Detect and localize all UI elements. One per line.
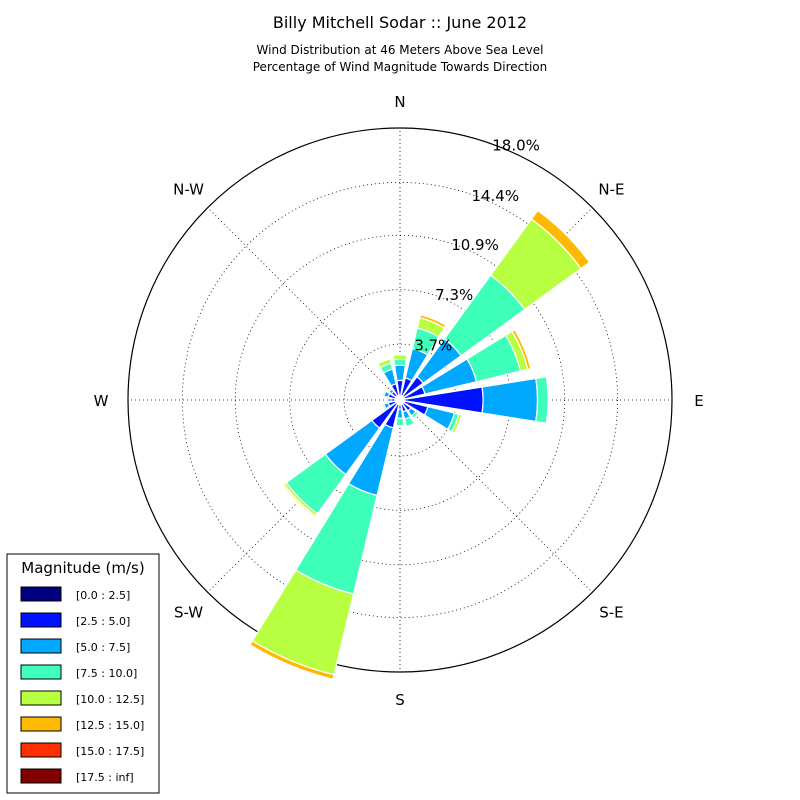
legend-title: Magnitude (m/s) bbox=[21, 559, 144, 577]
direction-label: S-E bbox=[599, 603, 623, 621]
chart-title: Billy Mitchell Sodar :: June 2012 bbox=[273, 13, 527, 32]
wind-sector-bar bbox=[511, 328, 532, 371]
legend-swatch bbox=[20, 716, 62, 732]
grid-spoke bbox=[399, 399, 593, 593]
legend-swatch bbox=[20, 586, 62, 602]
ring-tick-label: 14.4% bbox=[471, 187, 519, 205]
legend-swatch bbox=[20, 664, 62, 680]
direction-label: N bbox=[394, 93, 405, 111]
legend-items: [0.0 : 2.5] [2.5 : 5.0] [5.0 : 7.5] [7.5 : … bbox=[20, 586, 144, 784]
legend-label: [15.0 : 17.5] bbox=[76, 745, 144, 758]
wind-sector-bar bbox=[386, 386, 393, 393]
chart-subtitle-line-2: Percentage of Wind Magnitude Towards Dir… bbox=[253, 60, 547, 74]
legend-label: [12.5 : 15.0] bbox=[76, 719, 144, 732]
wind-sector-bar bbox=[410, 410, 420, 420]
direction-label: N-W bbox=[173, 181, 204, 199]
ring-tick-label: 10.9% bbox=[451, 236, 499, 254]
chart-subtitle-line-1: Wind Distribution at 46 Meters Above Sea… bbox=[257, 43, 544, 57]
legend-swatch bbox=[20, 638, 62, 654]
wind-sector-bar bbox=[403, 415, 416, 428]
wind-sectors bbox=[249, 209, 591, 680]
wind-sector-bar bbox=[249, 640, 335, 680]
axis-labels: N N-E E S-E S S-W W N-W 3.7% 7.3% 10.9% 14.4% 18.0% bbox=[94, 93, 704, 709]
wind-sector-bar bbox=[395, 417, 405, 427]
direction-label: S-W bbox=[174, 603, 203, 621]
legend-swatch bbox=[20, 768, 62, 784]
outer-ring bbox=[127, 127, 673, 673]
grid-ring bbox=[181, 181, 619, 619]
direction-label: N-E bbox=[598, 181, 624, 199]
direction-label: E bbox=[694, 392, 703, 410]
wind-sector-bar bbox=[281, 483, 317, 519]
legend-label: [7.5 : 10.0] bbox=[76, 667, 137, 680]
ring-tick-label: 7.3% bbox=[435, 286, 473, 304]
legend-label: [5.0 : 7.5] bbox=[76, 641, 130, 654]
wind-sector-bar bbox=[530, 209, 591, 270]
wind-sector-bar bbox=[392, 354, 408, 361]
direction-label: W bbox=[94, 392, 109, 410]
wind-sector-bar bbox=[535, 376, 549, 424]
legend-label: [2.5 : 5.0] bbox=[76, 615, 130, 628]
ring-tick-label: 3.7% bbox=[414, 336, 452, 354]
legend-swatch bbox=[20, 690, 62, 706]
wind-sector-bar bbox=[450, 413, 463, 434]
legend-swatch bbox=[20, 612, 62, 628]
legend-label: [17.5 : inf] bbox=[76, 771, 134, 784]
legend-label: [10.0 : 12.5] bbox=[76, 693, 144, 706]
wind-sector-bar bbox=[392, 358, 408, 367]
wind-sector-bar bbox=[387, 397, 392, 403]
legend-swatch bbox=[20, 742, 62, 758]
wind-sector-bar bbox=[393, 364, 407, 382]
wind-sector-bar bbox=[381, 403, 387, 411]
wind-sector-bar bbox=[419, 314, 447, 329]
wind-sector-bar bbox=[377, 358, 392, 369]
wind-sector-bar bbox=[481, 377, 539, 423]
ring-tick-label: 18.0% bbox=[492, 137, 540, 155]
direction-label: S bbox=[395, 691, 405, 709]
legend: Magnitude (m/s) [0.0 : 2.5] [2.5 : 5.0] [5… bbox=[6, 553, 160, 794]
legend-label: [0.0 : 2.5] bbox=[76, 589, 130, 602]
grid-spoke bbox=[207, 207, 401, 401]
wind-sector-bar bbox=[381, 389, 387, 397]
